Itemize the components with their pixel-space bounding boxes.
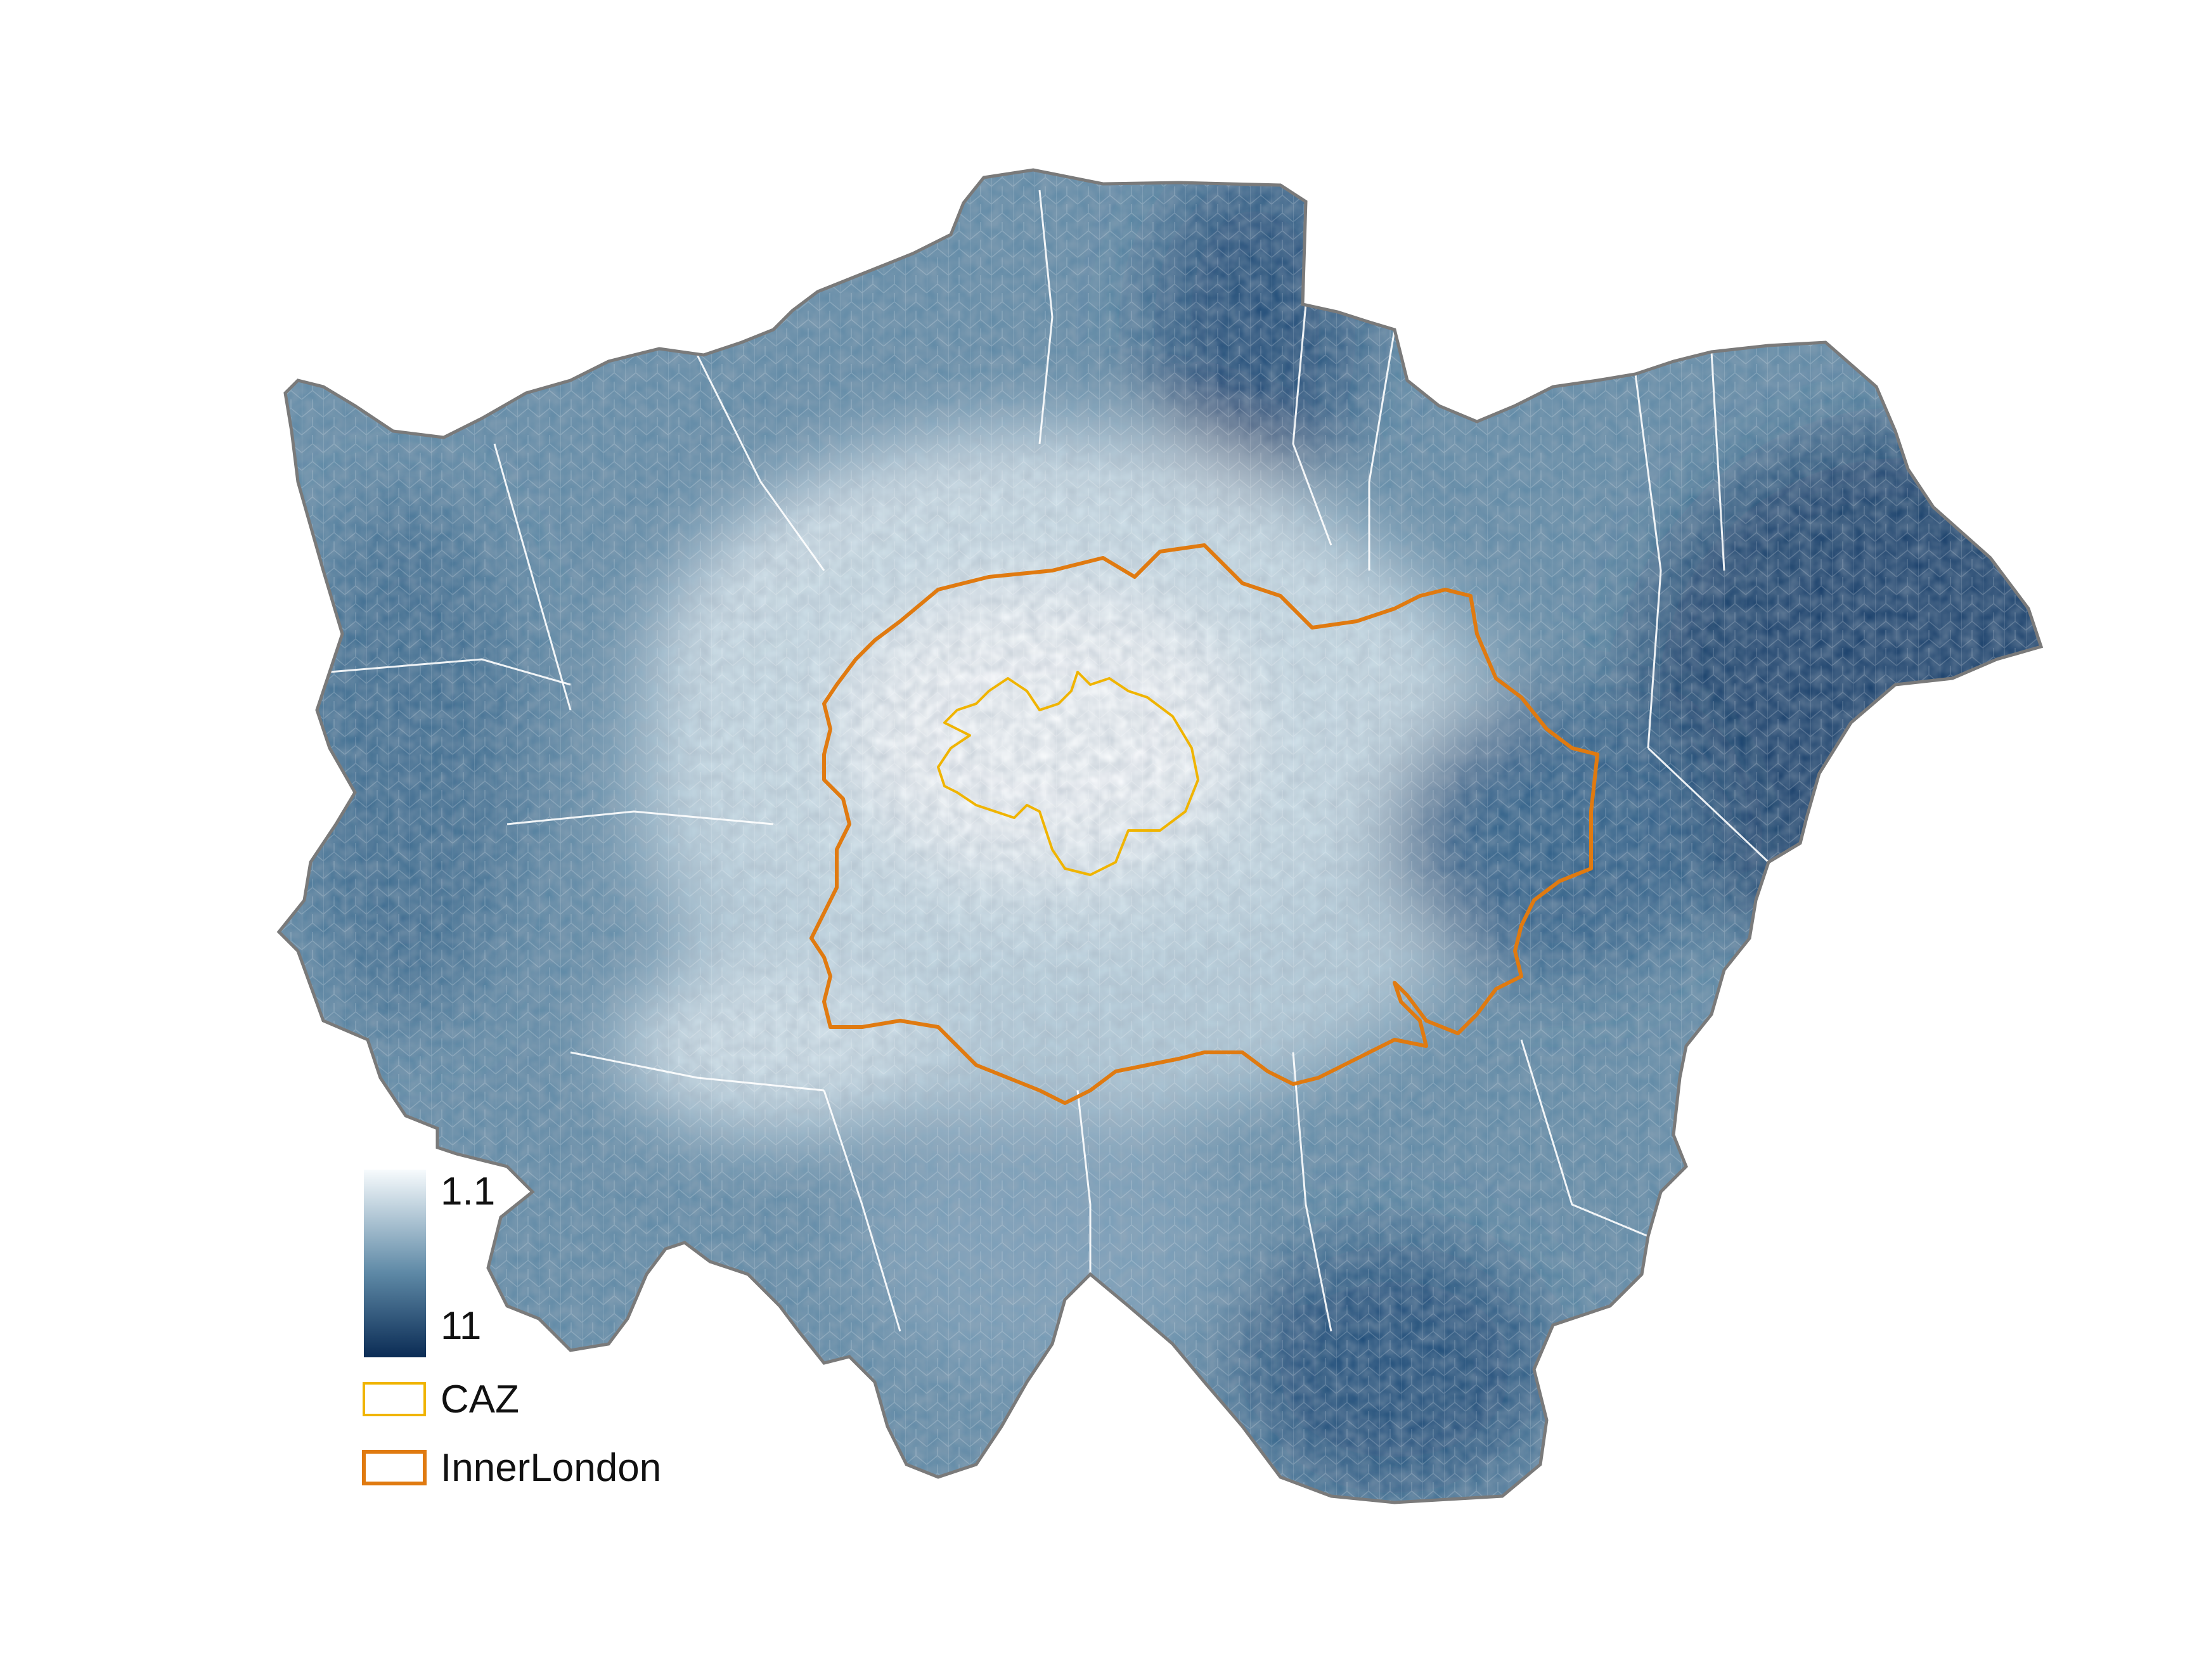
inner-london-boundary bbox=[809, 543, 1599, 1105]
legend-label-caz: CAZ bbox=[441, 1378, 519, 1421]
legend-min-label: 11 bbox=[441, 1304, 481, 1348]
borough-boundaries bbox=[329, 190, 1770, 1332]
caz-boundary bbox=[937, 671, 1199, 876]
legend-color-ramp bbox=[364, 1170, 426, 1357]
legend: 1.1 11 CAZ InnerLondon bbox=[362, 1166, 664, 1493]
legend-swatch-inner-london bbox=[362, 1450, 427, 1485]
legend-label-inner-london: InnerLondon bbox=[441, 1446, 661, 1490]
legend-swatch-caz bbox=[363, 1382, 426, 1416]
legend-max-label: 1.1 bbox=[441, 1170, 495, 1213]
